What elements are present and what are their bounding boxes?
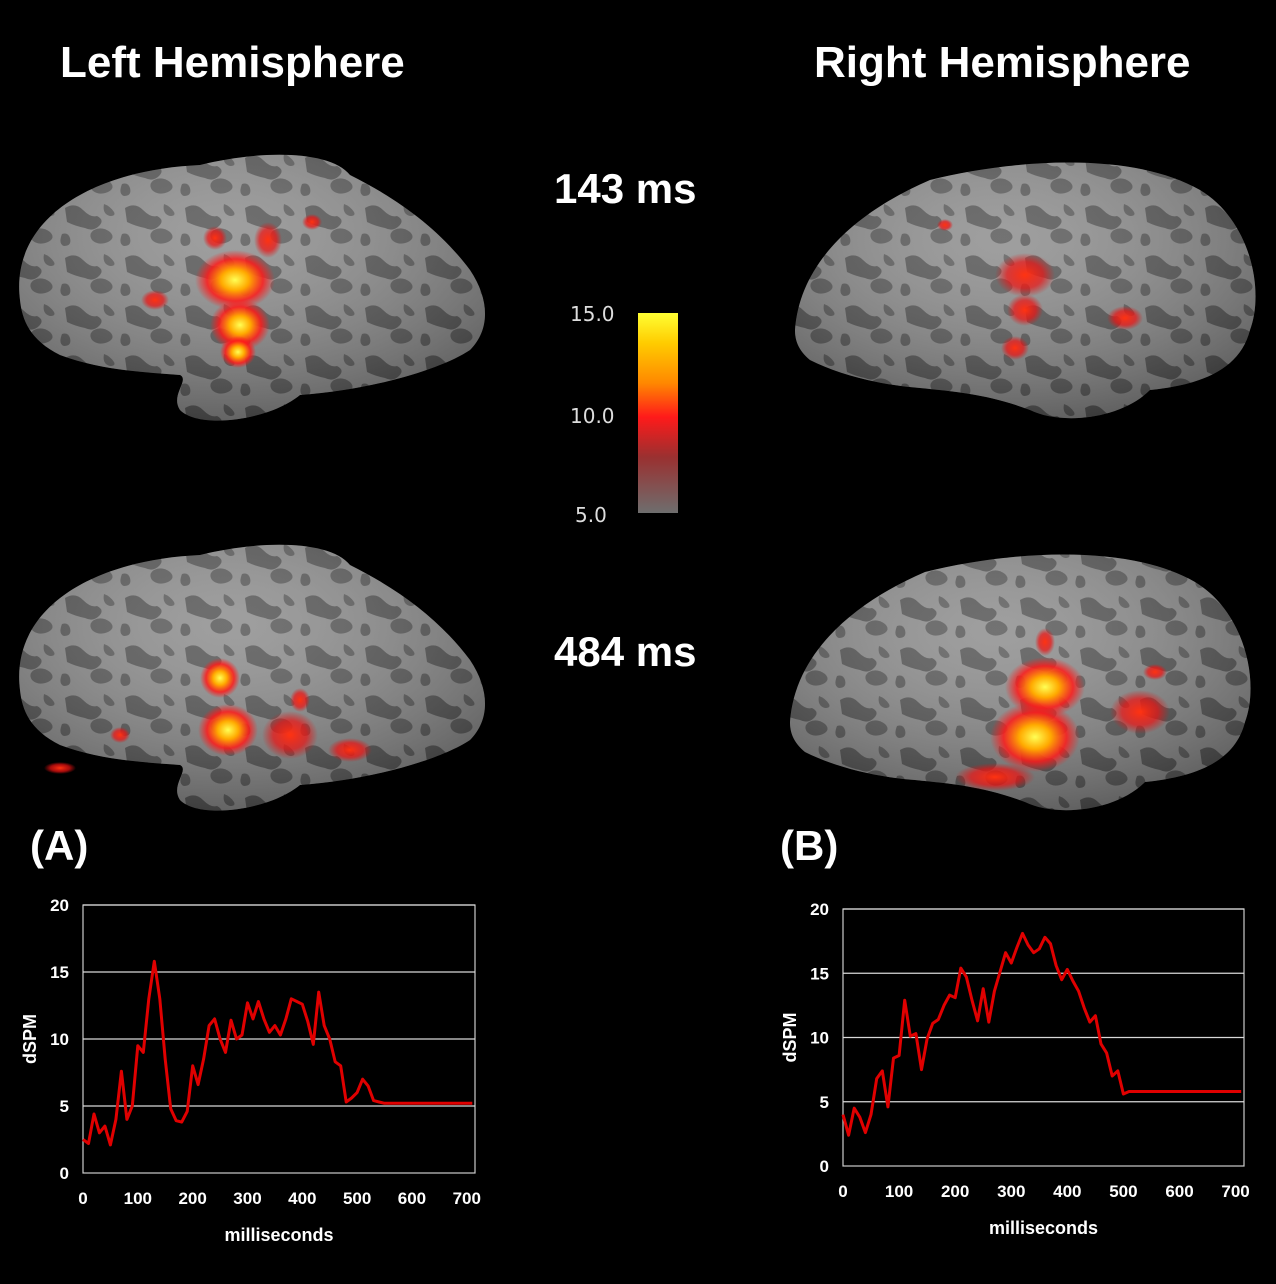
y-tick-label: 10 xyxy=(810,1029,829,1048)
y-tick-label: 5 xyxy=(60,1097,69,1116)
brain-left-143 xyxy=(19,154,486,421)
y-tick-label: 0 xyxy=(820,1157,829,1176)
x-tick-label: 600 xyxy=(398,1189,426,1208)
x-tick-label: 200 xyxy=(178,1189,206,1208)
y-tick-label: 15 xyxy=(810,964,829,983)
y-tick-label: 0 xyxy=(60,1164,69,1183)
x-tick-label: 500 xyxy=(343,1189,371,1208)
x-tick-label: 300 xyxy=(997,1182,1025,1201)
x-tick-label: 200 xyxy=(941,1182,969,1201)
x-tick-label: 400 xyxy=(1053,1182,1081,1201)
time-label-top: 143 ms xyxy=(554,165,697,212)
colorbar-gradient xyxy=(638,313,678,513)
x-tick-label: 400 xyxy=(288,1189,316,1208)
colorbar-tick-15: 15.0 xyxy=(570,302,615,326)
left-hemisphere-title: Left Hemisphere xyxy=(60,38,405,87)
brain-right-143 xyxy=(795,162,1256,419)
panel-label-a: (A) xyxy=(30,822,89,869)
x-tick-label: 700 xyxy=(453,1189,481,1208)
series-line xyxy=(82,959,473,1147)
x-axis-label: milliseconds xyxy=(989,1218,1098,1238)
colorbar-tick-5: 5.0 xyxy=(575,503,607,527)
x-tick-label: 0 xyxy=(78,1189,87,1208)
y-tick-label: 20 xyxy=(810,900,829,919)
y-axis-label: dSPM xyxy=(20,1014,40,1064)
brain-right-484 xyxy=(790,554,1251,811)
x-tick-label: 500 xyxy=(1109,1182,1137,1201)
x-axis-label: milliseconds xyxy=(224,1225,333,1245)
x-tick-label: 0 xyxy=(838,1182,847,1201)
brain-left-484 xyxy=(19,544,486,811)
y-tick-label: 10 xyxy=(50,1030,69,1049)
panel-label-b: (B) xyxy=(780,822,839,869)
right-hemisphere-title: Right Hemisphere xyxy=(814,38,1191,87)
time-label-bottom: 484 ms xyxy=(554,628,697,675)
y-axis-label: dSPM xyxy=(780,1012,800,1062)
x-tick-label: 700 xyxy=(1221,1182,1249,1201)
x-tick-label: 600 xyxy=(1165,1182,1193,1201)
y-tick-label: 20 xyxy=(50,896,69,915)
colorbar-tick-10: 10.0 xyxy=(570,404,615,428)
y-tick-label: 15 xyxy=(50,963,69,982)
colorbar xyxy=(638,313,678,513)
series-line xyxy=(841,931,1242,1137)
x-tick-label: 100 xyxy=(124,1189,152,1208)
x-tick-label: 300 xyxy=(233,1189,261,1208)
x-tick-label: 100 xyxy=(885,1182,913,1201)
y-tick-label: 5 xyxy=(820,1093,829,1112)
